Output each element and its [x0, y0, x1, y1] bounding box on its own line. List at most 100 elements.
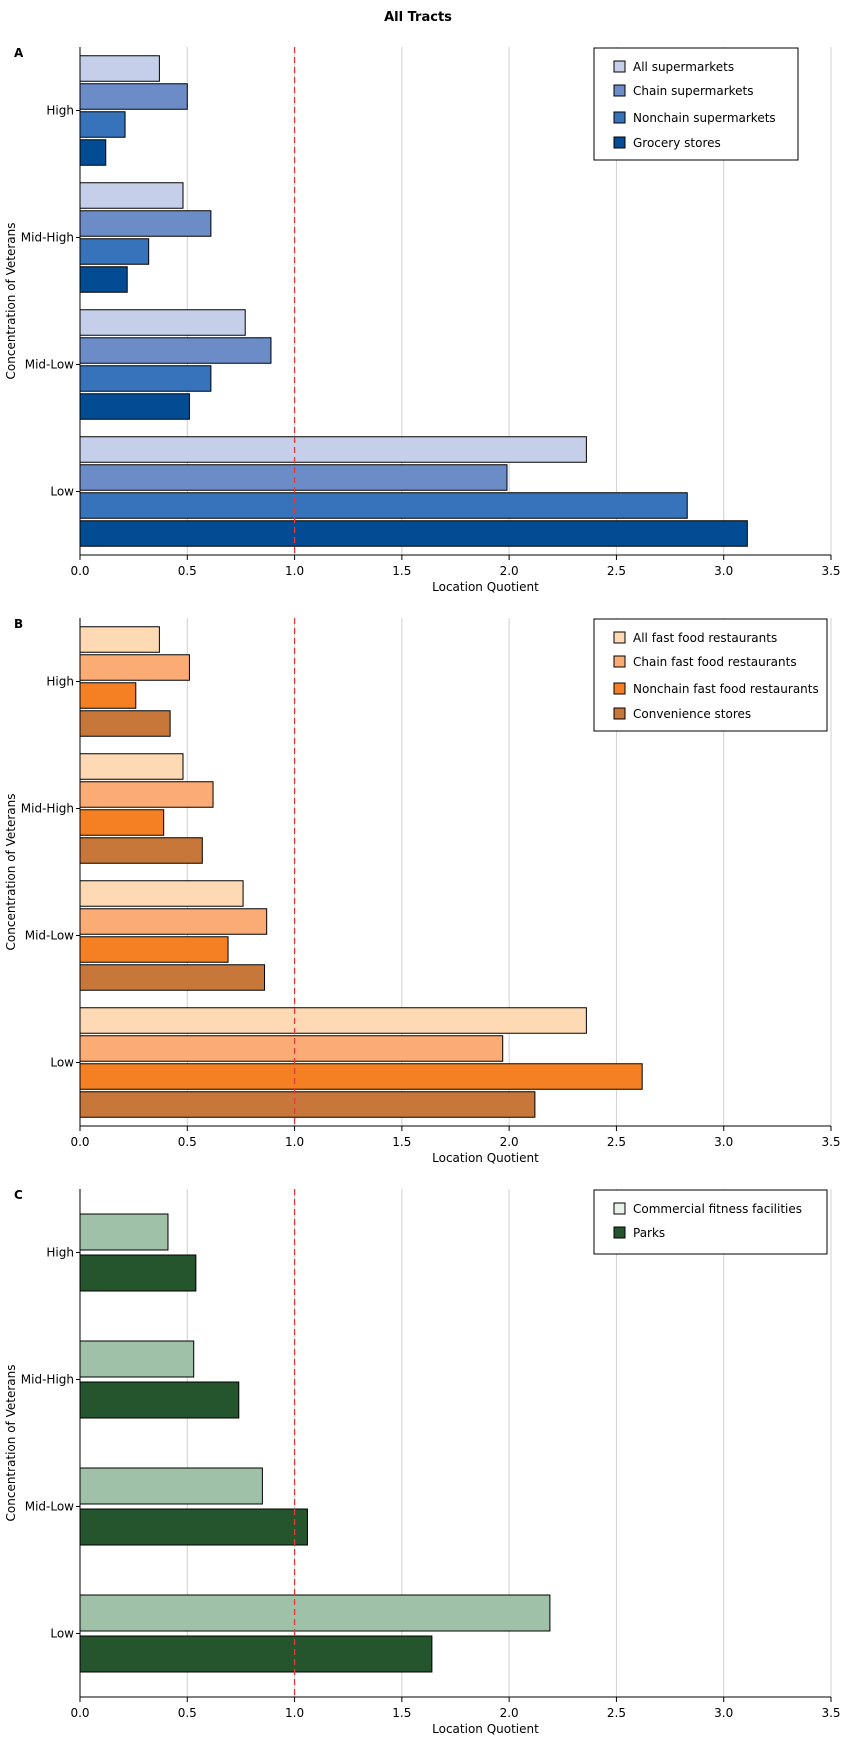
legend-swatch	[613, 136, 626, 149]
legend-entry: Chain fast food restaurants	[633, 655, 797, 669]
bar-mid-high-chain-supermarkets	[79, 210, 212, 237]
x-tick-label: 0.5	[178, 1706, 197, 1720]
bar-low-chain-fast-food-restaurants	[79, 1035, 504, 1062]
figure-title: All Tracts	[384, 10, 452, 25]
legend-entry: Chain supermarkets	[633, 84, 754, 98]
bar-high-all-supermarkets	[79, 55, 160, 82]
y-tick-label: High	[46, 1246, 74, 1260]
bar-mid-high-all-fast-food-restaurants	[79, 753, 184, 780]
bar-mid-low-chain-supermarkets	[79, 337, 272, 364]
x-tick-label: 1.5	[392, 1706, 411, 1720]
legend-box	[593, 47, 799, 161]
bar-mid-low-all-fast-food-restaurants	[79, 880, 244, 907]
y-tick-label: High	[46, 675, 74, 689]
bar-high-commercial-fitness-facilities	[79, 1213, 169, 1251]
bar-mid-high-grocery-stores	[79, 266, 128, 293]
bar-low-all-supermarkets	[79, 436, 587, 463]
legend-swatch	[613, 682, 626, 695]
legend-entry: All supermarkets	[633, 60, 734, 74]
y-tick-label: Mid-Low	[25, 1500, 74, 1514]
y-axis-title: Concentration of Veterans	[4, 794, 18, 951]
y-tick-label: Mid-High	[21, 231, 74, 245]
bar-high-all-fast-food-restaurants	[79, 626, 160, 653]
x-tick-label: 3.5	[821, 564, 840, 578]
x-tick-label: 0.5	[178, 1135, 197, 1149]
panel-c: C High Mid-High Mid-Low Low 0.0 0.5 1.0 1.5 2.0 2.…	[4, 1188, 841, 1736]
y-tick-label: High	[46, 104, 74, 118]
legend-entry: Convenience stores	[633, 707, 751, 721]
bar-low-chain-supermarkets	[79, 464, 508, 491]
bar-mid-low-chain-fast-food-restaurants	[79, 908, 268, 935]
x-tick-label: 1.5	[392, 1135, 411, 1149]
x-tick-label: 3.5	[821, 1135, 840, 1149]
panel-a: A High Mid-High Mid-Low Low 0.0 0.5 1.0 1.5 2.0 2.…	[4, 46, 841, 594]
panel-label: C	[14, 1188, 23, 1202]
x-tick-label: 1.0	[285, 564, 304, 578]
x-tick-label: 1.0	[285, 1135, 304, 1149]
legend: All fast food restaurants Chain fast food…	[593, 618, 828, 732]
x-tick-label: 2.5	[607, 564, 626, 578]
legend-swatch	[613, 60, 626, 73]
bar-low-grocery-stores	[79, 520, 748, 547]
bar-mid-high-nonchain-supermarkets	[79, 238, 150, 265]
legend-swatch	[613, 1202, 626, 1215]
legend-swatch	[613, 1226, 626, 1239]
x-tick-label: 2.0	[500, 564, 519, 578]
panel-label: A	[14, 46, 24, 60]
bar-high-chain-supermarkets	[79, 83, 188, 110]
bar-mid-low-grocery-stores	[79, 393, 190, 420]
bar-low-convenience-stores	[79, 1091, 536, 1118]
y-tick-label: Low	[50, 485, 74, 499]
bar-high-chain-fast-food-restaurants	[79, 654, 190, 681]
bar-low-all-fast-food-restaurants	[79, 1007, 587, 1034]
x-tick-label: 0.0	[70, 1706, 89, 1720]
bar-mid-low-nonchain-fast-food-restaurants	[79, 936, 229, 963]
x-tick-label: 3.0	[714, 1135, 733, 1149]
panel-b: B High Mid-High Mid-Low Low 0.0 0.5 1.0 1.5 2.0 2.…	[4, 617, 841, 1165]
y-tick-label: Mid-High	[21, 1373, 74, 1387]
x-tick-label: 2.0	[500, 1706, 519, 1720]
panel-label: B	[14, 617, 23, 631]
bar-low-nonchain-fast-food-restaurants	[79, 1063, 643, 1090]
bar-high-parks	[79, 1254, 197, 1292]
x-tick-label: 1.0	[285, 1706, 304, 1720]
legend-entry: Grocery stores	[633, 136, 721, 150]
bar-low-parks	[79, 1635, 433, 1673]
x-tick-label: 1.5	[392, 564, 411, 578]
x-tick-label: 2.0	[500, 1135, 519, 1149]
x-tick-label: 3.0	[714, 564, 733, 578]
y-tick-label: Mid-Low	[25, 929, 74, 943]
bar-mid-high-commercial-fitness-facilities	[79, 1340, 195, 1378]
legend-box	[593, 1189, 828, 1255]
legend-entry: Nonchain fast food restaurants	[633, 682, 819, 696]
bar-mid-low-all-supermarkets	[79, 309, 246, 336]
legend-swatch	[613, 631, 626, 644]
x-tick-label: 3.0	[714, 1706, 733, 1720]
x-tick-label: 2.5	[607, 1135, 626, 1149]
bar-high-grocery-stores	[79, 139, 107, 166]
legend: Commercial fitness facilities Parks	[593, 1189, 828, 1255]
legend: All supermarkets Chain supermarkets Noncha…	[593, 47, 799, 161]
bar-low-commercial-fitness-facilities	[79, 1594, 551, 1632]
x-tick-label: 0.0	[70, 1135, 89, 1149]
x-axis-title: Location Quotient	[432, 1151, 539, 1165]
x-tick-label: 0.5	[178, 564, 197, 578]
bar-mid-low-commercial-fitness-facilities	[79, 1467, 263, 1505]
bar-mid-low-parks	[79, 1508, 308, 1546]
x-tick-label: 0.0	[70, 564, 89, 578]
legend-entry: Parks	[633, 1226, 665, 1240]
x-axis-title: Location Quotient	[432, 1722, 539, 1736]
y-axis-title: Concentration of Veterans	[4, 223, 18, 380]
bar-mid-high-convenience-stores	[79, 837, 203, 864]
bar-high-nonchain-supermarkets	[79, 111, 126, 138]
x-tick-label: 2.5	[607, 1706, 626, 1720]
bar-low-nonchain-supermarkets	[79, 492, 688, 519]
legend-swatch	[613, 655, 626, 668]
y-tick-label: Low	[50, 1056, 74, 1070]
bar-mid-high-chain-fast-food-restaurants	[79, 781, 214, 808]
legend-swatch	[613, 84, 626, 97]
bar-high-nonchain-fast-food-restaurants	[79, 682, 137, 709]
legend-swatch	[613, 707, 626, 720]
